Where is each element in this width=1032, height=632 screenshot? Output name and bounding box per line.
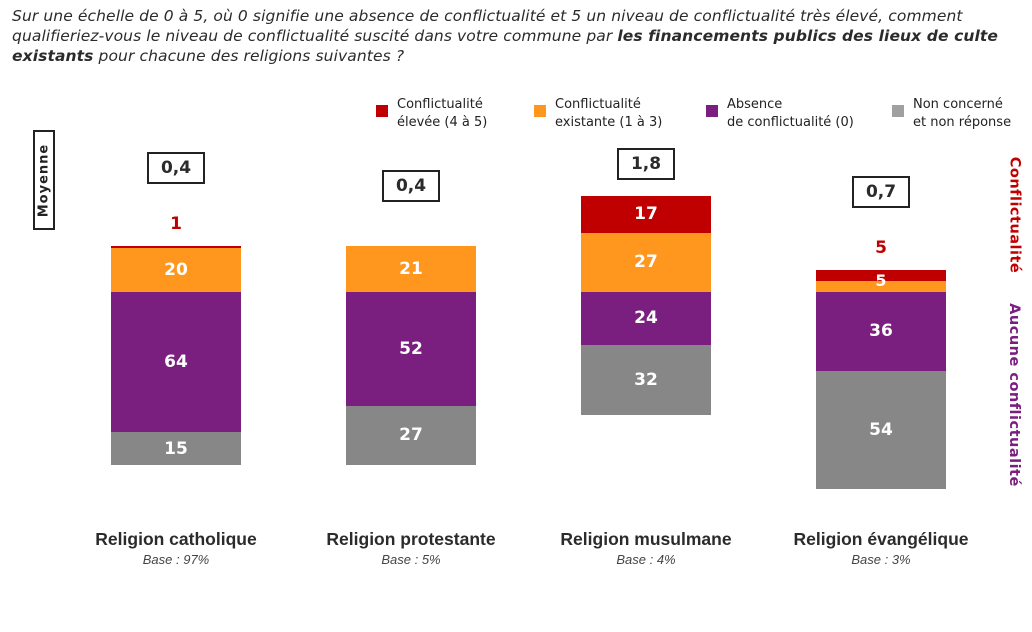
question-part1: Sur une échelle de 0 à 5, où 0 signifie … xyxy=(12,7,963,45)
data-label-existing-evangelique: 5 xyxy=(875,271,887,291)
bar-segment-non-concerne-evangelique: 54 xyxy=(816,370,946,490)
average-box-musulmane: 1,8 xyxy=(617,148,675,180)
category-label-musulmane: Religion musulmane xyxy=(560,529,732,549)
side-label-no-conflict: Aucune conflictualité xyxy=(1003,295,1025,495)
bar-segment-existing-musulmane: 27 xyxy=(581,232,711,292)
data-label-high-catholique: 1 xyxy=(170,214,182,234)
bar-segment-absence-protestante: 52 xyxy=(346,292,476,406)
data-label-non-concerne-evangelique: 54 xyxy=(869,419,893,440)
legend-label-non-concerne: Non concerné et non réponse xyxy=(913,97,1012,130)
bar-segment-existing-protestante: 21 xyxy=(346,246,476,292)
legend-item-high: Conflictualité élevée (4 à 5) xyxy=(376,96,487,132)
data-label-non-concerne-catholique: 15 xyxy=(164,438,188,459)
legend-label-high: Conflictualité élevée (4 à 5) xyxy=(397,97,488,130)
bar-segment-high-catholique xyxy=(111,246,241,249)
data-label-absence-protestante: 52 xyxy=(399,338,423,359)
data-label-existing-protestante: 21 xyxy=(399,258,423,279)
category-label-catholique: Religion catholique xyxy=(95,529,257,549)
legend-item-non-concerne: Non concerné et non réponse xyxy=(892,96,1011,132)
question-text: Sur une échelle de 0 à 5, où 0 signifie … xyxy=(12,6,1022,66)
side-label-no-conflict-text: Aucune conflictualité xyxy=(1006,303,1023,487)
average-box-catholique: 0,4 xyxy=(147,152,205,184)
question-bold: les financements publics des lieux de cu… xyxy=(12,27,999,65)
category-label-evangelique: Religion évangélique xyxy=(793,529,969,549)
bar-segment-high-musulmane: 17 xyxy=(581,195,711,233)
data-label-absence-catholique: 64 xyxy=(164,352,188,373)
bar-segment-existing-evangelique: 5 xyxy=(816,271,946,292)
data-label-existing-catholique: 20 xyxy=(164,260,188,281)
category-base-evangelique: Base : 3% xyxy=(851,552,911,567)
bar-segment-absence-musulmane: 24 xyxy=(581,292,711,345)
bar-segment-non-concerne-catholique: 15 xyxy=(111,432,241,465)
question-part2: pour chacune des religions suivantes ? xyxy=(93,47,405,65)
legend-label-existing: Conflictualité existante (1 à 3) xyxy=(555,97,663,130)
data-label-high-musulmane: 17 xyxy=(634,204,658,225)
side-label-conflict-text: Conflictualité xyxy=(1006,156,1023,274)
average-box-protestante: 0,4 xyxy=(382,170,440,202)
bar-segment-absence-catholique: 64 xyxy=(111,292,241,433)
moyenne-axis-label: Moyenne xyxy=(33,130,55,230)
data-label-non-concerne-protestante: 27 xyxy=(399,425,423,446)
bar-segment-non-concerne-protestante: 27 xyxy=(346,405,476,465)
average-box-evangelique: 0,7 xyxy=(852,176,910,208)
legend-label-absence: Absence de conflictualité (0) xyxy=(727,97,854,130)
bar-segment-existing-catholique: 20 xyxy=(111,248,241,292)
legend: Conflictualité élevée (4 à 5) Conflictua… xyxy=(0,96,1032,136)
category-label-protestante: Religion protestante xyxy=(326,529,496,549)
data-label-existing-musulmane: 27 xyxy=(634,252,658,273)
legend-swatch-non-concerne xyxy=(892,105,904,117)
bar-segment-high-evangelique xyxy=(816,270,946,282)
data-label-non-concerne-musulmane: 32 xyxy=(634,369,658,390)
legend-swatch-absence xyxy=(706,105,718,117)
bar-segment-absence-evangelique: 36 xyxy=(816,292,946,371)
data-label-absence-evangelique: 36 xyxy=(869,321,893,342)
category-base-catholique: Base : 97% xyxy=(142,552,210,567)
legend-item-existing: Conflictualité existante (1 à 3) xyxy=(534,96,662,132)
legend-swatch-existing xyxy=(534,105,546,117)
category-base-musulmane: Base : 4% xyxy=(616,552,676,567)
data-label-high-evangelique: 5 xyxy=(875,238,887,259)
legend-swatch-high xyxy=(376,105,388,117)
bar-segment-non-concerne-musulmane: 32 xyxy=(581,344,711,415)
data-label-absence-musulmane: 24 xyxy=(634,308,658,329)
moyenne-text: Moyenne xyxy=(36,143,52,217)
side-label-conflict: Conflictualité xyxy=(1003,150,1025,280)
category-base-protestante: Base : 5% xyxy=(381,552,441,567)
legend-item-absence: Absence de conflictualité (0) xyxy=(706,96,854,132)
